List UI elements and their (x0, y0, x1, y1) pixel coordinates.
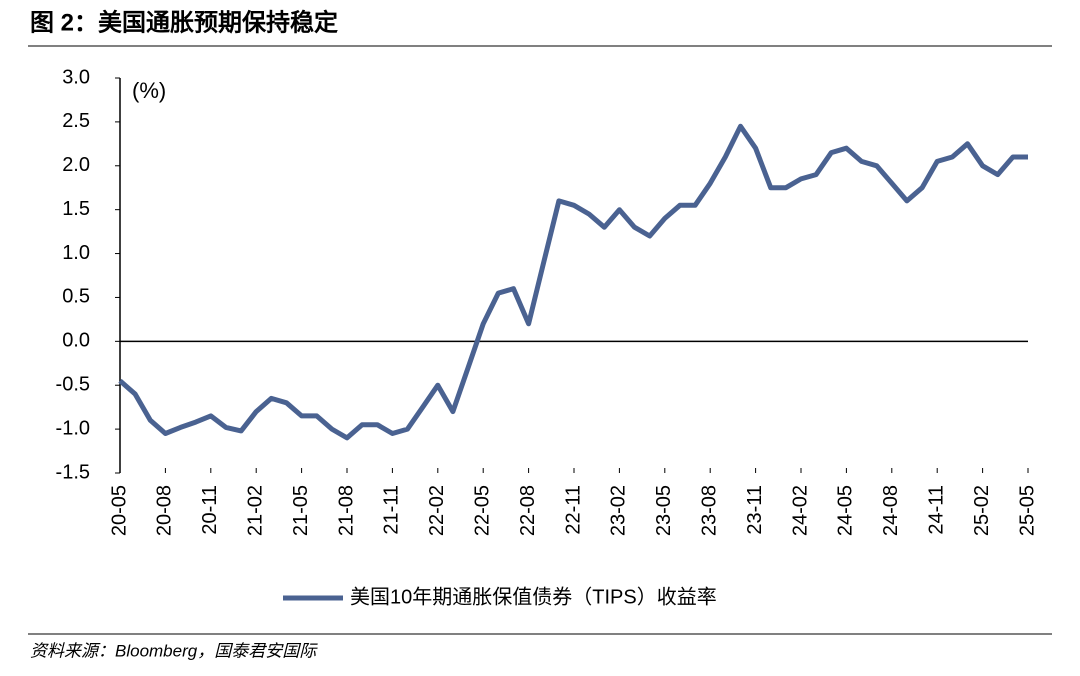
y-tick-label: 2.0 (62, 154, 90, 176)
source-note: 资料来源：Bloomberg，国泰君安国际 (30, 641, 318, 660)
x-tick-label: 24-02 (789, 485, 811, 536)
y-tick-label: 1.0 (62, 242, 90, 264)
x-tick-label: 24-08 (880, 485, 902, 536)
x-tick-label: 22-11 (562, 485, 584, 535)
y-tick-label: 1.5 (62, 198, 90, 220)
x-tick-label: 21-11 (381, 485, 403, 535)
x-tick-label: 22-05 (471, 485, 493, 536)
chart-title: 图 2：美国通胀预期保持稳定 (30, 8, 338, 36)
x-tick-label: 22-02 (426, 485, 448, 536)
x-tick-label: 21-05 (290, 485, 312, 536)
legend-label: 美国10年期通胀保值债券（TIPS）收益率 (350, 585, 717, 608)
y-tick-label: -1.5 (56, 461, 90, 483)
x-tick-label: 21-02 (244, 485, 266, 536)
unit-label: (%) (132, 78, 166, 103)
x-tick-label: 25-05 (1016, 485, 1038, 536)
x-tick-label: 23-11 (744, 485, 766, 535)
y-tick-label: 3.0 (62, 66, 90, 88)
x-tick-label: 20-08 (154, 485, 176, 536)
x-tick-label: 23-05 (653, 485, 675, 536)
x-tick-label: 21-08 (335, 485, 357, 536)
x-tick-label: 20-05 (108, 485, 130, 536)
y-tick-label: 0.5 (62, 286, 90, 308)
x-tick-label: 22-08 (517, 485, 539, 536)
x-tick-label: 24-05 (835, 485, 857, 536)
y-tick-label: -1.0 (56, 417, 90, 439)
x-tick-label: 24-11 (925, 485, 947, 535)
y-tick-label: 2.5 (62, 110, 90, 132)
y-tick-label: -0.5 (56, 374, 90, 396)
x-tick-label: 25-02 (971, 485, 993, 536)
x-tick-label: 23-02 (608, 485, 630, 536)
x-tick-label: 20-11 (199, 485, 221, 535)
x-tick-label: 23-08 (698, 485, 720, 536)
y-tick-label: 0.0 (62, 330, 90, 352)
series-line (118, 123, 1028, 441)
